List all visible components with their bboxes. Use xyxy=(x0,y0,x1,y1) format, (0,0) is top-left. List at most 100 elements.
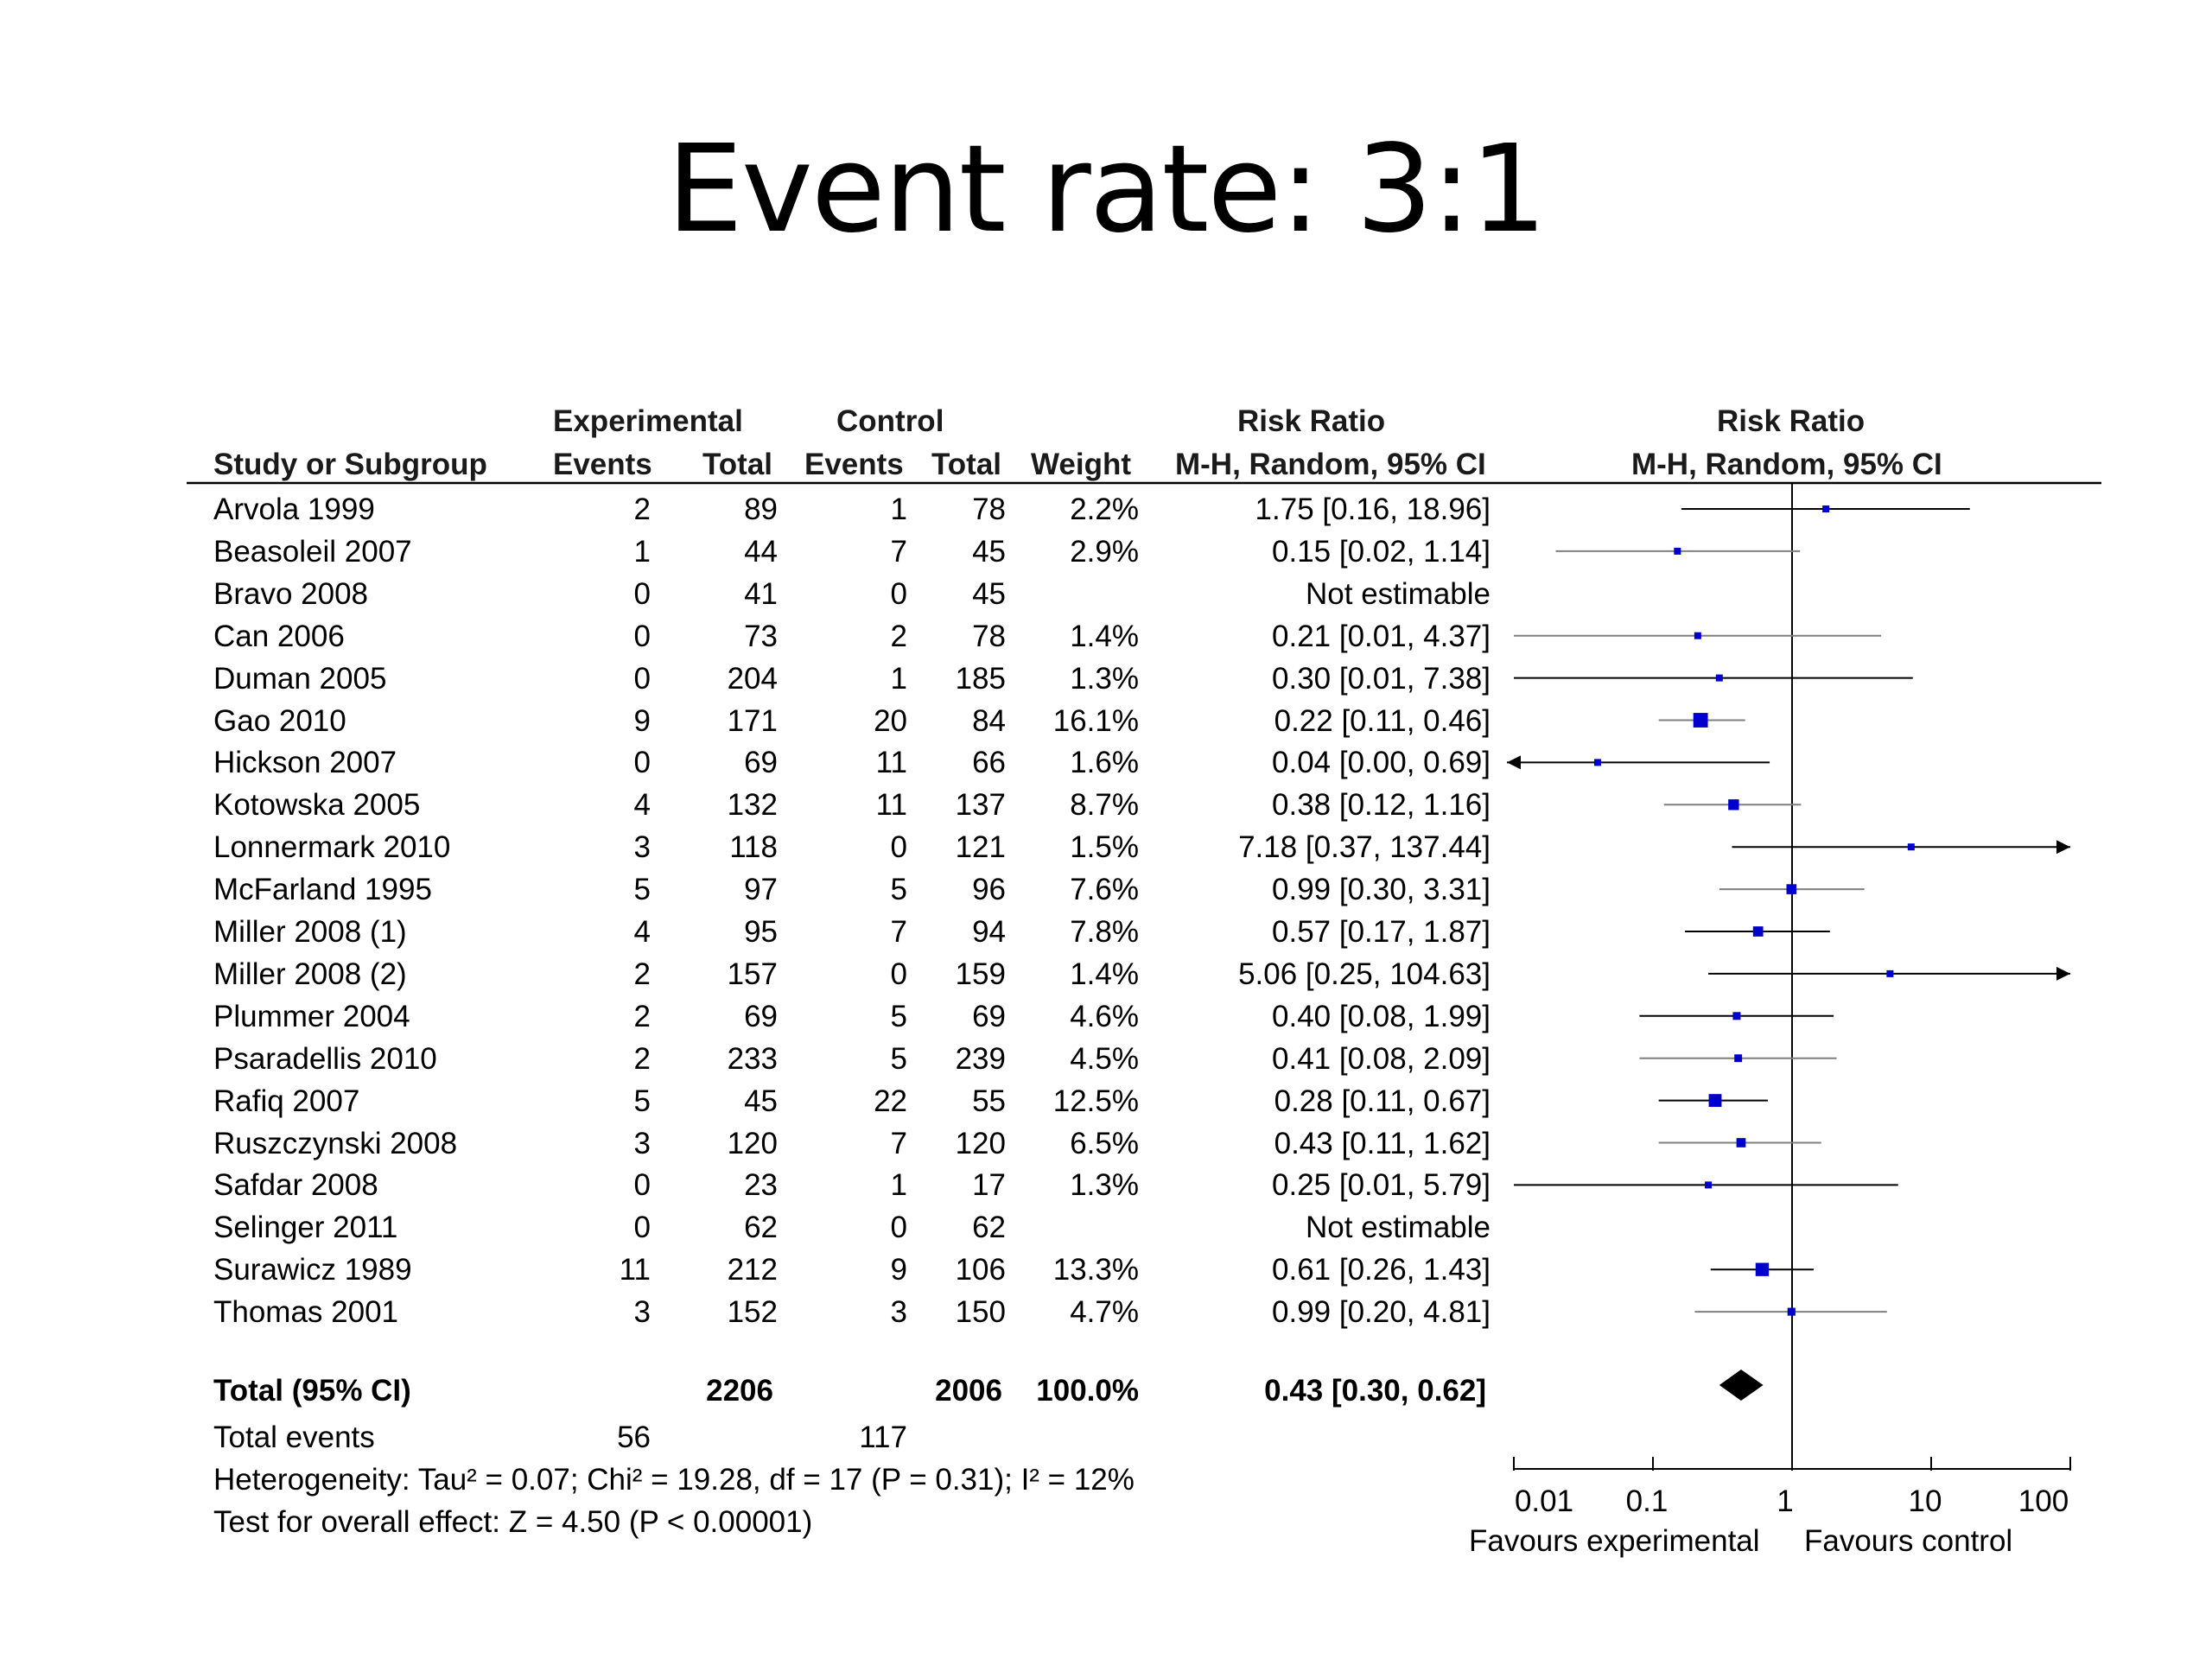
study-ctl-total: 96 xyxy=(972,873,1006,907)
study-ctl-total: 45 xyxy=(972,576,1006,611)
study-exp-events: 0 xyxy=(633,619,651,653)
study-weight: 1.4% xyxy=(1070,957,1139,991)
study-ctl-events: 0 xyxy=(890,830,907,865)
total-events-exp: 56 xyxy=(617,1421,651,1454)
effect-marker xyxy=(1736,1138,1746,1147)
study-ctl-events: 20 xyxy=(874,703,907,738)
study-weight: 2.2% xyxy=(1070,493,1139,526)
study-ci-text: 0.28 [0.11, 0.67] xyxy=(1274,1084,1491,1118)
study-exp-events: 0 xyxy=(633,576,651,611)
study-ctl-total: 121 xyxy=(955,830,1006,865)
x-tick-label-2: 1 xyxy=(1777,1484,1794,1518)
study-weight: 4.6% xyxy=(1070,999,1139,1033)
study-exp-events: 0 xyxy=(633,661,651,696)
study-exp-events: 1 xyxy=(633,534,651,569)
study-exp-events: 0 xyxy=(633,1168,651,1203)
study-exp-events: 4 xyxy=(633,788,651,823)
favours-left-label: Favours experimental xyxy=(1469,1524,1760,1558)
study-exp-total: 69 xyxy=(744,746,778,780)
study-ci-text: 0.40 [0.08, 1.99] xyxy=(1272,999,1491,1033)
study-ci-text: 0.61 [0.26, 1.43] xyxy=(1272,1253,1491,1287)
study-exp-total: 171 xyxy=(727,703,778,738)
header-risk-ratio-table: Risk Ratio xyxy=(1237,404,1386,438)
study-ctl-total: 137 xyxy=(955,788,1006,823)
study-weight: 16.1% xyxy=(1052,703,1139,738)
total-label: Total (95% CI) xyxy=(213,1374,411,1408)
study-ci-text: 5.06 [0.25, 104.63] xyxy=(1238,957,1491,991)
total-events-ctl: 117 xyxy=(859,1421,907,1454)
study-ci-text: 0.43 [0.11, 1.62] xyxy=(1274,1126,1491,1160)
study-name: Miller 2008 (2) xyxy=(213,957,407,991)
effect-marker xyxy=(1693,713,1708,728)
study-ctl-events: 7 xyxy=(890,534,907,569)
study-weight: 7.8% xyxy=(1070,915,1139,949)
study-weight: 1.6% xyxy=(1070,746,1139,780)
study-ctl-total: 78 xyxy=(972,619,1006,653)
study-name: Can 2006 xyxy=(213,619,345,653)
study-exp-events: 3 xyxy=(633,1295,651,1330)
study-ci-text: 0.22 [0.11, 0.46] xyxy=(1274,703,1491,738)
study-exp-events: 5 xyxy=(633,873,651,907)
study-name: Safdar 2008 xyxy=(213,1168,378,1203)
study-name: Rafiq 2007 xyxy=(213,1084,360,1118)
header-ctl-total: Total xyxy=(931,448,1002,481)
study-exp-total: 132 xyxy=(727,788,778,823)
study-exp-events: 9 xyxy=(633,703,651,738)
study-ci-text: 0.99 [0.30, 3.31] xyxy=(1272,873,1491,907)
study-name: Beasoleil 2007 xyxy=(213,534,412,569)
study-weight: 2.9% xyxy=(1070,534,1139,569)
effect-marker xyxy=(1787,1307,1796,1316)
study-name: Thomas 2001 xyxy=(213,1295,399,1330)
study-ctl-events: 1 xyxy=(890,661,907,696)
study-name: Gao 2010 xyxy=(213,703,346,738)
study-exp-total: 45 xyxy=(744,1084,778,1118)
study-weight: 4.7% xyxy=(1070,1295,1139,1330)
total-events-label: Total events xyxy=(213,1421,375,1454)
study-exp-events: 5 xyxy=(633,1084,651,1118)
study-name: Miller 2008 (1) xyxy=(213,915,407,949)
effect-marker xyxy=(1907,843,1915,851)
study-ctl-total: 66 xyxy=(972,746,1006,780)
study-weight: 1.5% xyxy=(1070,830,1139,865)
ci-arrow-right xyxy=(2056,840,2070,855)
study-ci-text: 0.21 [0.01, 4.37] xyxy=(1272,619,1491,653)
study-ctl-events: 22 xyxy=(874,1084,907,1118)
total-exp-total: 2206 xyxy=(706,1374,773,1408)
study-ctl-events: 0 xyxy=(890,576,907,611)
study-ctl-events: 11 xyxy=(875,788,907,823)
study-ci-text: 0.04 [0.00, 0.69] xyxy=(1272,746,1491,780)
study-name: Plummer 2004 xyxy=(213,999,410,1033)
total-ci-text: 0.43 [0.30, 0.62] xyxy=(1264,1374,1486,1408)
study-name: Hickson 2007 xyxy=(213,746,397,780)
study-exp-total: 157 xyxy=(727,957,778,991)
study-ctl-total: 62 xyxy=(972,1211,1006,1245)
x-tick-label-1: 0.1 xyxy=(1625,1484,1669,1518)
study-ci-text: 7.18 [0.37, 137.44] xyxy=(1238,830,1491,865)
effect-marker xyxy=(1705,1181,1713,1189)
effect-marker xyxy=(1886,969,1894,977)
study-exp-total: 120 xyxy=(727,1126,778,1160)
study-weight: 13.3% xyxy=(1052,1253,1139,1287)
study-ci-text: 0.57 [0.17, 1.87] xyxy=(1272,915,1491,949)
effect-marker xyxy=(1752,926,1764,937)
x-tick-label-0: 0.01 xyxy=(1514,1484,1574,1518)
x-tick-label-4: 100 xyxy=(2018,1484,2069,1518)
heterogeneity-text: Heterogeneity: Tau² = 0.07; Chi² = 19.28… xyxy=(213,1463,1135,1497)
study-ctl-events: 0 xyxy=(890,957,907,991)
study-weight: 6.5% xyxy=(1070,1126,1139,1160)
study-weight: 1.3% xyxy=(1070,661,1139,696)
study-exp-total: 41 xyxy=(744,576,778,611)
study-exp-total: 44 xyxy=(744,534,778,569)
study-ctl-total: 159 xyxy=(955,957,1006,991)
study-ctl-total: 55 xyxy=(972,1084,1006,1118)
effect-marker xyxy=(1822,505,1830,512)
effect-marker xyxy=(1715,674,1723,682)
total-ctl-total: 2006 xyxy=(935,1374,1002,1408)
study-exp-total: 118 xyxy=(729,830,778,865)
study-exp-events: 4 xyxy=(633,915,651,949)
favours-right-label: Favours control xyxy=(1804,1524,2013,1558)
study-exp-total: 95 xyxy=(744,915,778,949)
study-exp-events: 0 xyxy=(633,746,651,780)
study-ctl-events: 0 xyxy=(890,1211,907,1245)
effect-marker xyxy=(1734,1054,1743,1063)
